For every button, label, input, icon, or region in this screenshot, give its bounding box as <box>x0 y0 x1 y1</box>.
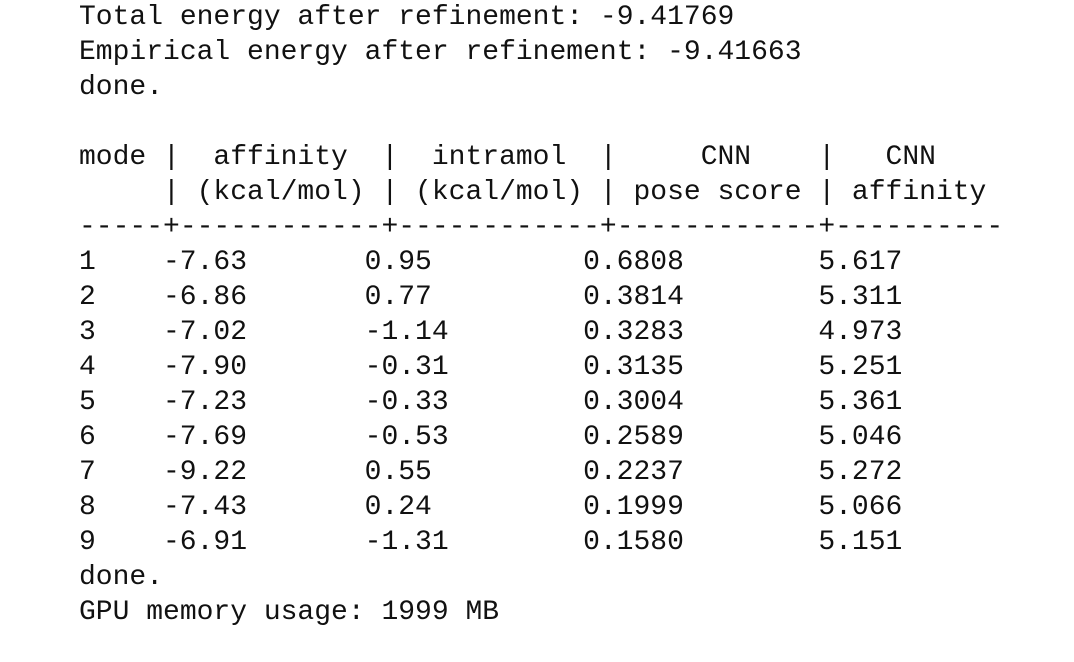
table-cell: 8 <box>79 492 96 523</box>
table-cell: 5.617 <box>818 247 903 278</box>
log-line: Total energy after refinement: -9.41769 <box>79 2 735 33</box>
table-cell: -6.86 <box>163 282 248 313</box>
log-line: done. <box>79 562 164 593</box>
table-cell: 0.3004 <box>583 387 684 418</box>
table-cell: 5.151 <box>818 527 903 558</box>
table-row: 6 -7.69 -0.53 0.2589 5.046 <box>79 420 1074 455</box>
table-cell: -7.69 <box>163 422 248 453</box>
table-cell: 0.3135 <box>583 352 684 383</box>
table-cell: 0.95 <box>364 247 432 278</box>
table-cell: 0.2589 <box>583 422 684 453</box>
table-cell: 5.066 <box>818 492 903 523</box>
table-row: 9 -6.91 -1.31 0.1580 5.151 <box>79 525 1074 560</box>
table-cell: -0.53 <box>364 422 449 453</box>
table-cell: -7.43 <box>163 492 248 523</box>
table-cell: 0.2237 <box>583 457 684 488</box>
table-cell: 2 <box>79 282 96 313</box>
table-cell: -7.02 <box>163 317 248 348</box>
table-cell: 5.311 <box>818 282 903 313</box>
table-cell: 0.55 <box>364 457 432 488</box>
table-separator: -----+------------+------------+--------… <box>79 212 1004 243</box>
table-cell: 5.251 <box>818 352 903 383</box>
table-cell: 5 <box>79 387 96 418</box>
table-row: 8 -7.43 0.24 0.1999 5.066 <box>79 490 1074 525</box>
table-header: | (kcal/mol) | (kcal/mol) | pose score |… <box>79 177 987 208</box>
table-cell: 0.3283 <box>583 317 684 348</box>
table-cell: -7.63 <box>163 247 248 278</box>
table-cell: 0.3814 <box>583 282 684 313</box>
table-cell: 5.361 <box>818 387 903 418</box>
table-cell: -7.90 <box>163 352 248 383</box>
table-cell: 0.1580 <box>583 527 684 558</box>
table-row: 7 -9.22 0.55 0.2237 5.272 <box>79 455 1074 490</box>
table-cell: 7 <box>79 457 96 488</box>
table-cell: -0.31 <box>364 352 449 383</box>
table-cell: -1.14 <box>364 317 449 348</box>
table-cell: 5.046 <box>818 422 903 453</box>
log-line: GPU memory usage: 1999 MB <box>79 597 500 628</box>
table-cell: -9.22 <box>163 457 248 488</box>
table-cell: -6.91 <box>163 527 248 558</box>
table-header: mode | affinity | intramol | CNN | CNN <box>79 142 936 173</box>
table-cell: -0.33 <box>364 387 449 418</box>
table-cell: 1 <box>79 247 96 278</box>
table-row: 5 -7.23 -0.33 0.3004 5.361 <box>79 385 1074 420</box>
table-cell: 5.272 <box>818 457 903 488</box>
table-cell: 0.24 <box>364 492 432 523</box>
table-cell: -1.31 <box>364 527 449 558</box>
table-cell: 9 <box>79 527 96 558</box>
table-cell: 4.973 <box>818 317 903 348</box>
table-row: 4 -7.90 -0.31 0.3135 5.251 <box>79 350 1074 385</box>
table-cell: 3 <box>79 317 96 348</box>
table-cell: 4 <box>79 352 96 383</box>
table-cell: 0.6808 <box>583 247 684 278</box>
table-cell: 0.1999 <box>583 492 684 523</box>
table-cell: 0.77 <box>364 282 432 313</box>
table-cell: -7.23 <box>163 387 248 418</box>
log-line: done. <box>79 72 164 103</box>
log-line: Empirical energy after refinement: -9.41… <box>79 37 802 68</box>
table-row: 2 -6.86 0.77 0.3814 5.311 <box>79 280 1074 315</box>
table-row: 1 -7.63 0.95 0.6808 5.617 <box>79 245 1074 280</box>
table-cell: 6 <box>79 422 96 453</box>
table-row: 3 -7.02 -1.14 0.3283 4.973 <box>79 315 1074 350</box>
